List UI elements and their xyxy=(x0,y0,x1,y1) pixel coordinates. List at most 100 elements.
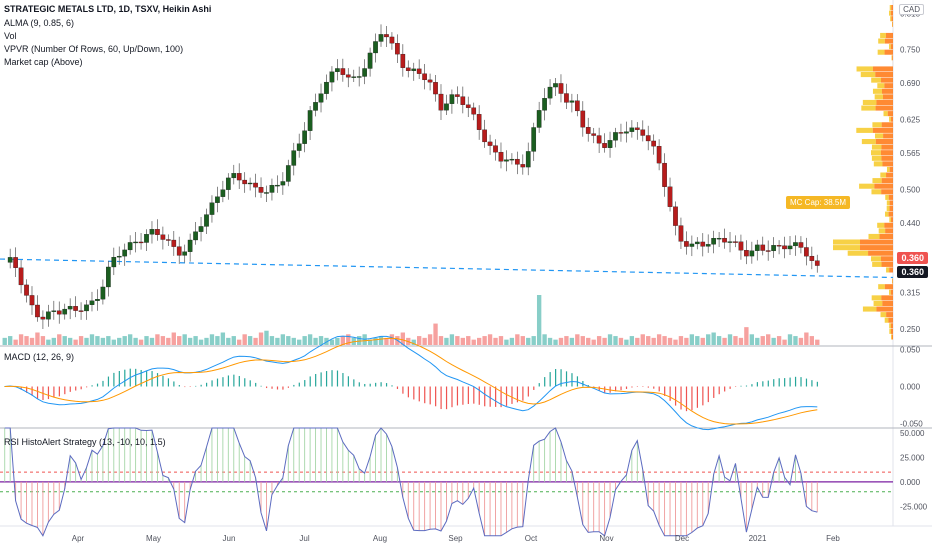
macd-histogram-bar xyxy=(516,386,519,403)
candle xyxy=(591,133,597,136)
volume-bar xyxy=(673,339,678,345)
candle xyxy=(564,93,569,103)
volume-bar xyxy=(340,336,346,345)
vpvr-up-bar xyxy=(861,105,876,111)
time-axis-label: Jun xyxy=(223,534,236,543)
currency-button[interactable]: CAD xyxy=(899,4,924,15)
volume-bar xyxy=(286,336,291,345)
macd-histogram-bar xyxy=(336,370,339,387)
vpvr-up-bar xyxy=(862,306,877,312)
vpvr-up-bar xyxy=(889,323,891,329)
volume-bar xyxy=(667,337,673,345)
vpvr-up-bar xyxy=(883,111,888,117)
candle xyxy=(471,107,477,115)
macd-histogram-bar xyxy=(555,369,557,387)
vpvr-up-bar xyxy=(872,88,882,94)
price-axis-label: 0.500 xyxy=(900,185,921,194)
macd-histogram-bar xyxy=(631,386,633,388)
macd-histogram-bar xyxy=(369,383,371,387)
volume-bar xyxy=(247,336,253,345)
vpvr-down-bar xyxy=(884,222,893,228)
legend-vpvr[interactable]: VPVR (Number Of Rows, 60, Up/Down, 100) xyxy=(4,44,184,54)
candle xyxy=(67,306,73,310)
volume-bar xyxy=(706,334,711,345)
candle xyxy=(634,127,640,130)
candle xyxy=(493,145,498,153)
candle xyxy=(553,83,558,88)
volume-bar xyxy=(258,332,264,345)
vpvr-down-bar xyxy=(886,312,893,318)
candle xyxy=(73,306,78,311)
macd-histogram-bar xyxy=(571,373,573,387)
macd-label[interactable]: MACD (12, 26, 9) xyxy=(4,352,75,362)
vpvr-down-bar xyxy=(892,278,893,284)
volume-bar xyxy=(84,337,89,345)
vpvr-up-bar xyxy=(885,194,889,200)
rsi-label[interactable]: RSI HistoAlert Strategy (13, -10, 10, 1.… xyxy=(4,437,166,447)
candle xyxy=(580,110,586,128)
candle xyxy=(416,68,422,74)
legend-alma[interactable]: ALMA (9, 0.85, 6) xyxy=(4,18,75,28)
candle xyxy=(324,81,329,94)
candle xyxy=(116,255,122,258)
candle xyxy=(24,284,29,296)
macd-histogram-bar xyxy=(80,386,82,390)
candle xyxy=(520,164,526,168)
volume-bar xyxy=(133,337,138,345)
macd-histogram-bar xyxy=(467,386,469,404)
macd-histogram-bar xyxy=(315,373,317,387)
candle xyxy=(138,241,144,244)
price-axis-label: 0.625 xyxy=(900,115,921,124)
candle xyxy=(487,141,493,146)
macd-histogram-bar xyxy=(358,382,360,387)
volume-bar xyxy=(416,336,422,345)
macd-histogram-bar xyxy=(64,386,66,395)
volume-bar xyxy=(629,336,635,345)
vpvr-down-bar xyxy=(892,21,893,27)
candle xyxy=(160,234,166,240)
vpvr-down-bar xyxy=(881,77,893,83)
macd-histogram-bar xyxy=(560,369,562,387)
macd-histogram-bar xyxy=(249,380,251,387)
vpvr-up-bar xyxy=(859,183,875,189)
candle xyxy=(405,67,411,71)
macd-histogram-bar xyxy=(756,382,758,387)
vpvr-up-bar xyxy=(877,83,885,89)
time-axis-label: Aug xyxy=(373,534,387,543)
volume-bar xyxy=(389,334,395,345)
candle xyxy=(640,129,646,136)
macd-histogram-bar xyxy=(456,386,459,406)
candle xyxy=(35,304,40,318)
vpvr-down-bar xyxy=(884,83,893,89)
vpvr-up-bar xyxy=(886,166,890,172)
macd-histogram-bar xyxy=(445,386,448,410)
candle xyxy=(504,159,509,162)
candle xyxy=(433,82,438,95)
vpvr-down-bar xyxy=(881,189,893,195)
macd-histogram-bar xyxy=(325,371,328,387)
macd-histogram-bar xyxy=(364,383,366,387)
candle xyxy=(684,241,689,247)
macd-histogram-bar xyxy=(440,386,442,410)
volume-bar xyxy=(280,334,286,345)
volume-bar xyxy=(569,337,575,345)
legend-vol[interactable]: Vol xyxy=(4,31,17,41)
rsi-axis-label: -25.000 xyxy=(900,502,928,511)
candle xyxy=(62,308,68,315)
volume-bar xyxy=(100,337,106,345)
vpvr-down-bar xyxy=(890,323,893,329)
macd-histogram-bar xyxy=(189,386,191,387)
legend-market-cap[interactable]: Market cap (Above) xyxy=(4,57,83,67)
volume-bar xyxy=(46,339,51,345)
candle xyxy=(345,74,351,78)
price-axis-label: 0.690 xyxy=(900,79,921,88)
vpvr-down-bar xyxy=(890,10,893,16)
macd-histogram-bar xyxy=(751,384,753,387)
volume-bar xyxy=(171,332,176,345)
candle xyxy=(716,237,722,240)
vpvr-down-bar xyxy=(876,306,893,312)
candle xyxy=(754,244,760,251)
candle xyxy=(438,93,444,111)
candle xyxy=(335,68,340,72)
